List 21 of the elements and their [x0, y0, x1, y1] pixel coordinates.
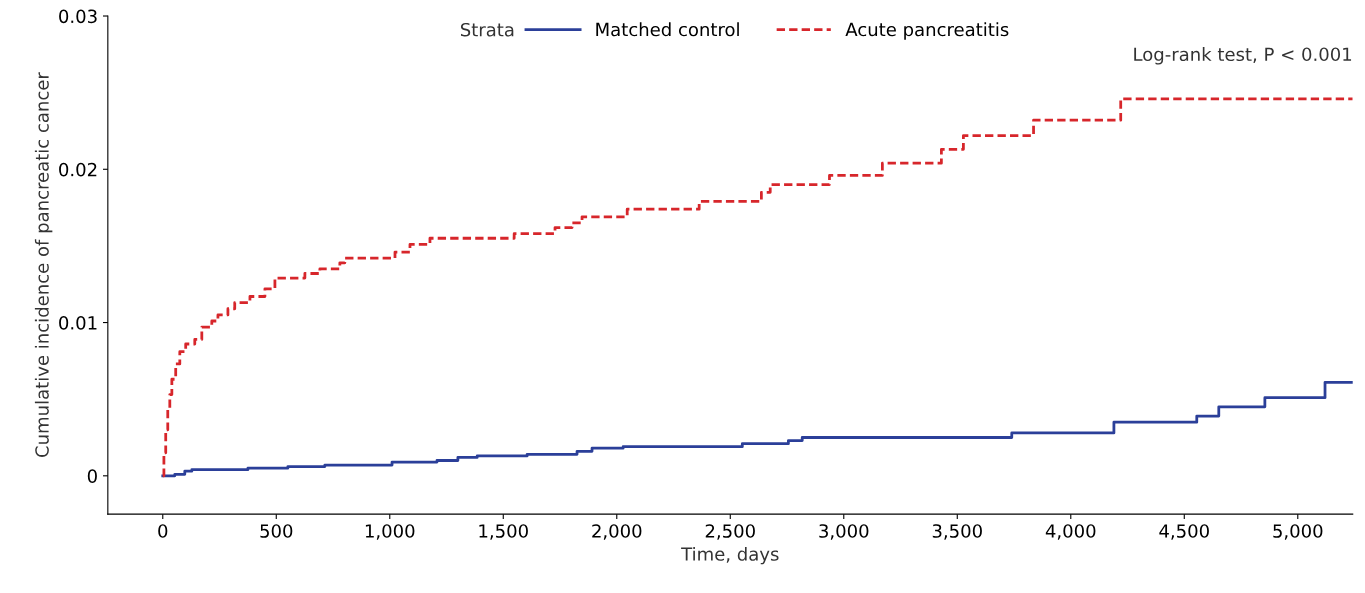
x-tick-label: 4,000 [1045, 524, 1096, 540]
x-tick-label: 3,000 [819, 524, 869, 540]
x-tick-label: 5,000 [1273, 524, 1323, 540]
y-axis-title: Cumulative incidence of pancreatic cancer [34, 72, 53, 457]
x-tick-label: 2,000 [592, 524, 642, 540]
y-tick-label: 0.03 [59, 9, 97, 24]
x-tick-label: 3,500 [932, 524, 982, 540]
x-tick-label: 4,500 [1159, 524, 1209, 540]
x-tick-label: 500 [260, 524, 293, 538]
x-tick-label: 1,000 [365, 524, 415, 540]
annotation: Log-rank test, P < 0.001 [1134, 47, 1352, 65]
y-tick-label: 0.02 [59, 162, 97, 177]
y-tick-label: 0 [87, 469, 97, 483]
y-tick-label: 0.01 [59, 316, 97, 330]
x-tick-label: 2,500 [705, 524, 755, 540]
legend-title: Strata [460, 22, 514, 37]
legend-label: Acute pancreatitis [845, 22, 1009, 40]
legend-label: Matched control [596, 22, 739, 37]
x-tick-label: 1,500 [479, 524, 528, 540]
x-axis-title: Time, days [681, 546, 779, 565]
x-tick-label: 0 [158, 524, 168, 538]
